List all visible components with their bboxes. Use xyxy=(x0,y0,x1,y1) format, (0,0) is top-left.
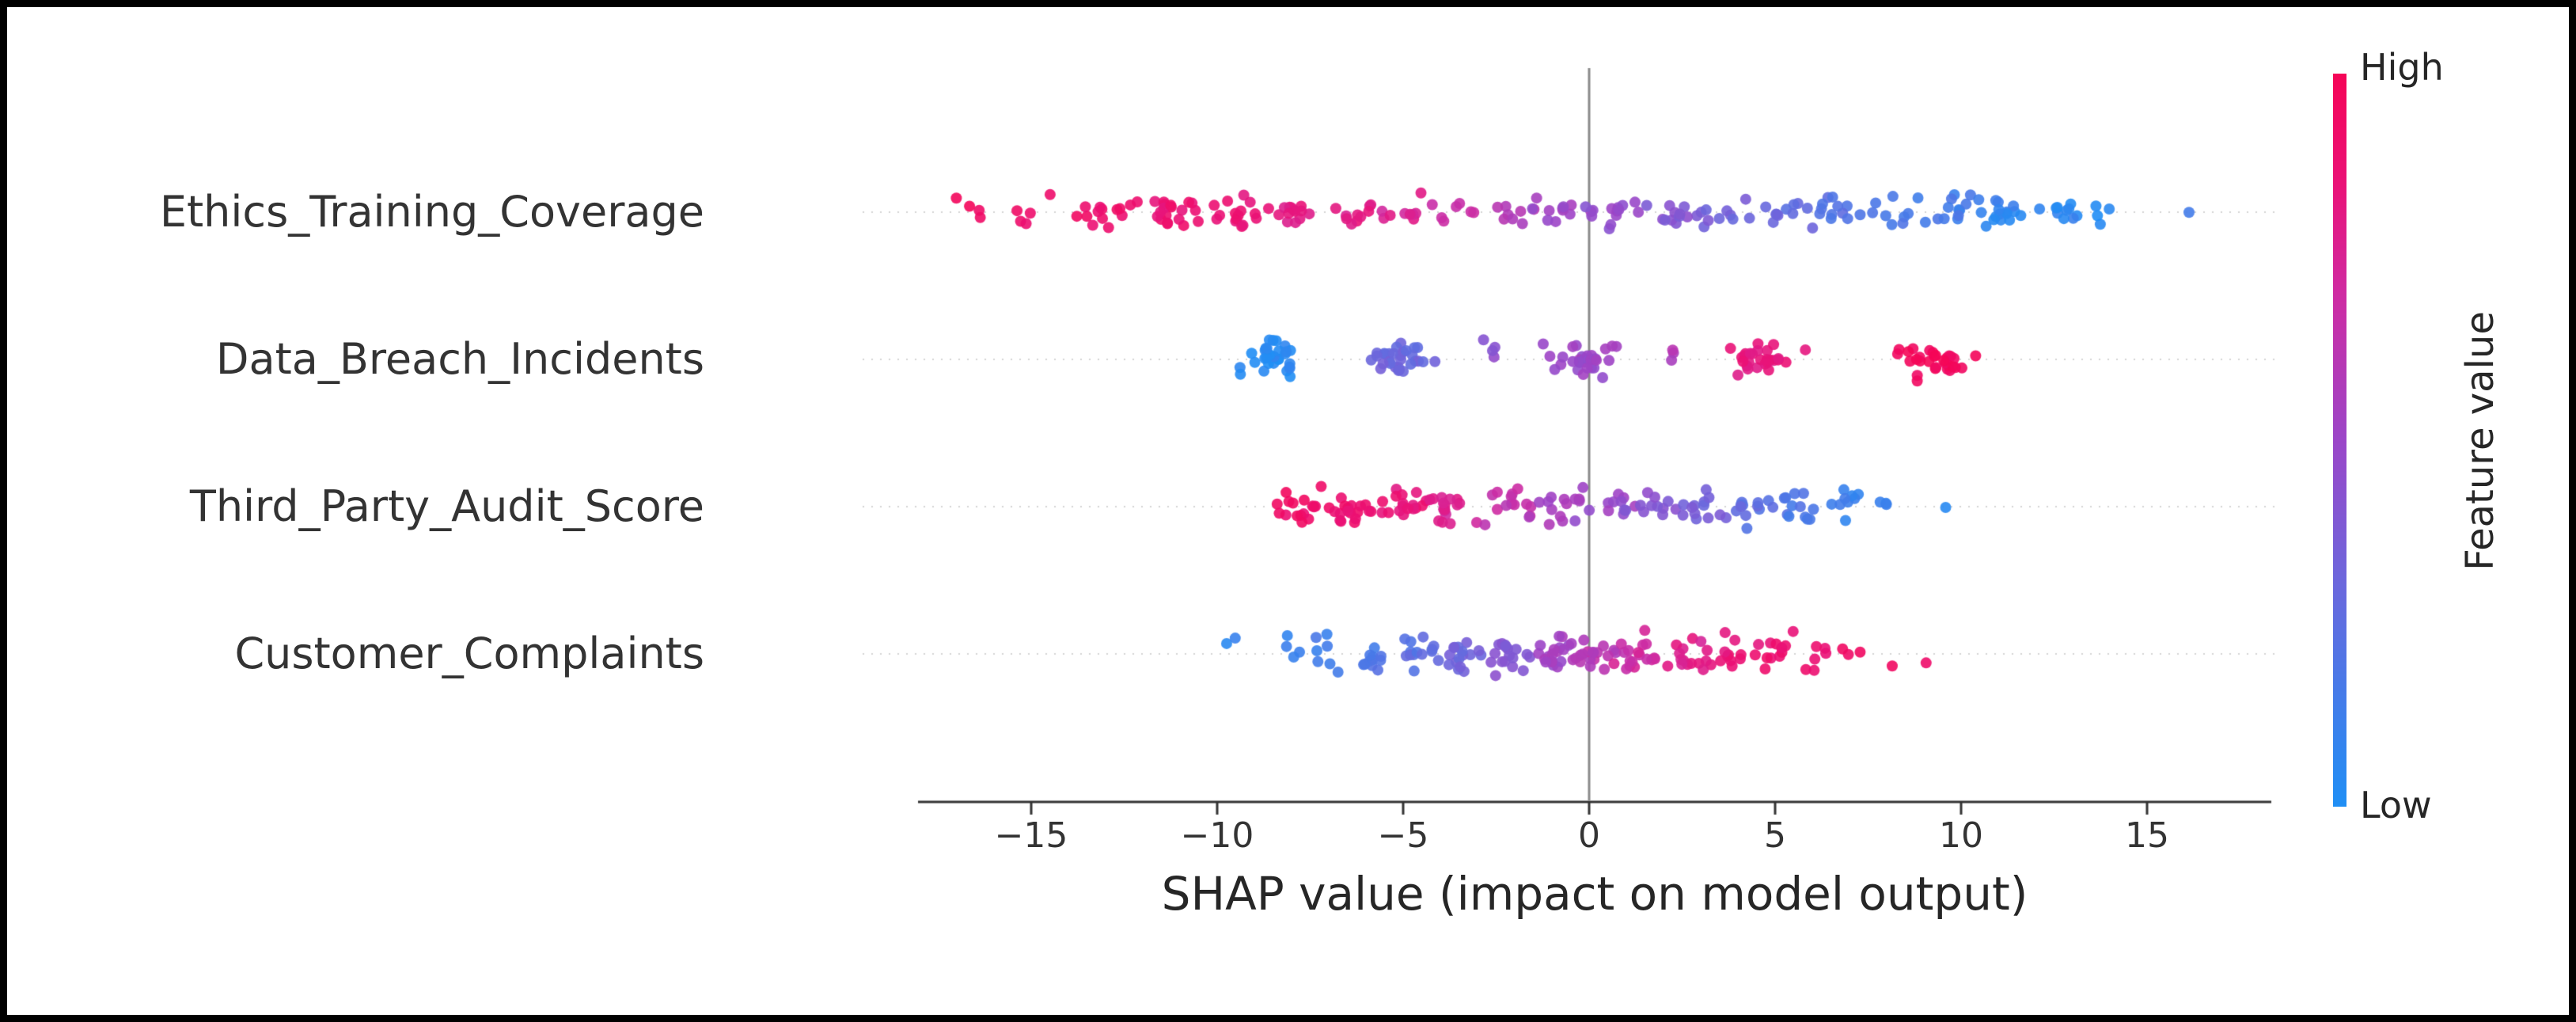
feature-label: Ethics_Training_Coverage xyxy=(159,187,704,237)
x-tick-label: 10 xyxy=(1939,815,1983,856)
colorbar-gradient xyxy=(2333,74,2346,807)
x-tick-label: −15 xyxy=(994,815,1068,856)
feature-label: Customer_Complaints xyxy=(234,629,704,678)
feature-label: Data_Breach_Incidents xyxy=(215,334,704,384)
x-tick-label: 15 xyxy=(2125,815,2169,856)
colorbar-low-label: Low xyxy=(2360,784,2432,826)
x-axis-label: SHAP value (impact on model output) xyxy=(1161,867,2028,921)
x-tick-label: 0 xyxy=(1578,815,1600,856)
colorbar-high-label: High xyxy=(2360,46,2444,89)
x-tick-label: 5 xyxy=(1764,815,1786,856)
x-tick-label: −5 xyxy=(1377,815,1429,856)
colorbar-title: Feature value xyxy=(2458,311,2502,571)
x-tick-label: −10 xyxy=(1180,815,1254,856)
feature-label: Third_Party_Audit_Score xyxy=(189,481,704,531)
